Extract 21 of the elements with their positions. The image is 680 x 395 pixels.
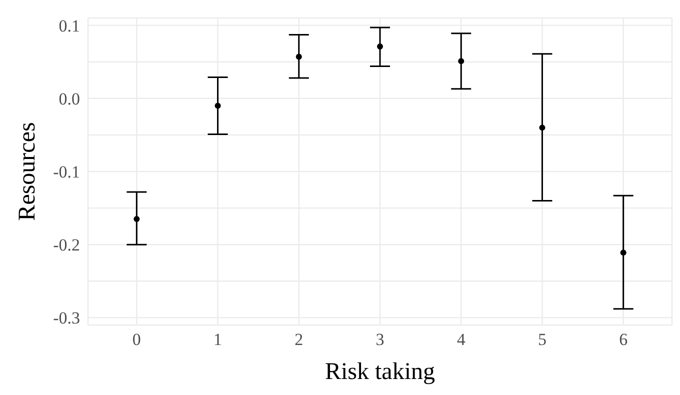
point [296,54,302,60]
x-tick-label: 0 [132,330,141,350]
x-tick-label: 2 [294,330,304,350]
y-tick-label: 0.1 [58,16,80,36]
y-tick-label: -0.3 [53,308,80,328]
y-tick-label: -0.1 [53,162,80,182]
x-tick-label: 6 [619,330,628,350]
point [214,102,221,109]
x-axis-title: Risk taking [324,359,436,385]
x-tick-label: 1 [214,330,222,350]
y-axis-title: Resources [14,122,41,221]
point [539,124,546,131]
point [458,58,464,64]
point [377,44,383,50]
x-tick-label: 3 [376,330,384,350]
y-tick-label: 0.0 [58,89,80,108]
x-tick-label: 5 [538,330,546,350]
y-tick-label: -0.2 [53,236,80,255]
point [620,250,626,256]
point [134,216,140,222]
x-tick-label: 4 [456,330,466,350]
